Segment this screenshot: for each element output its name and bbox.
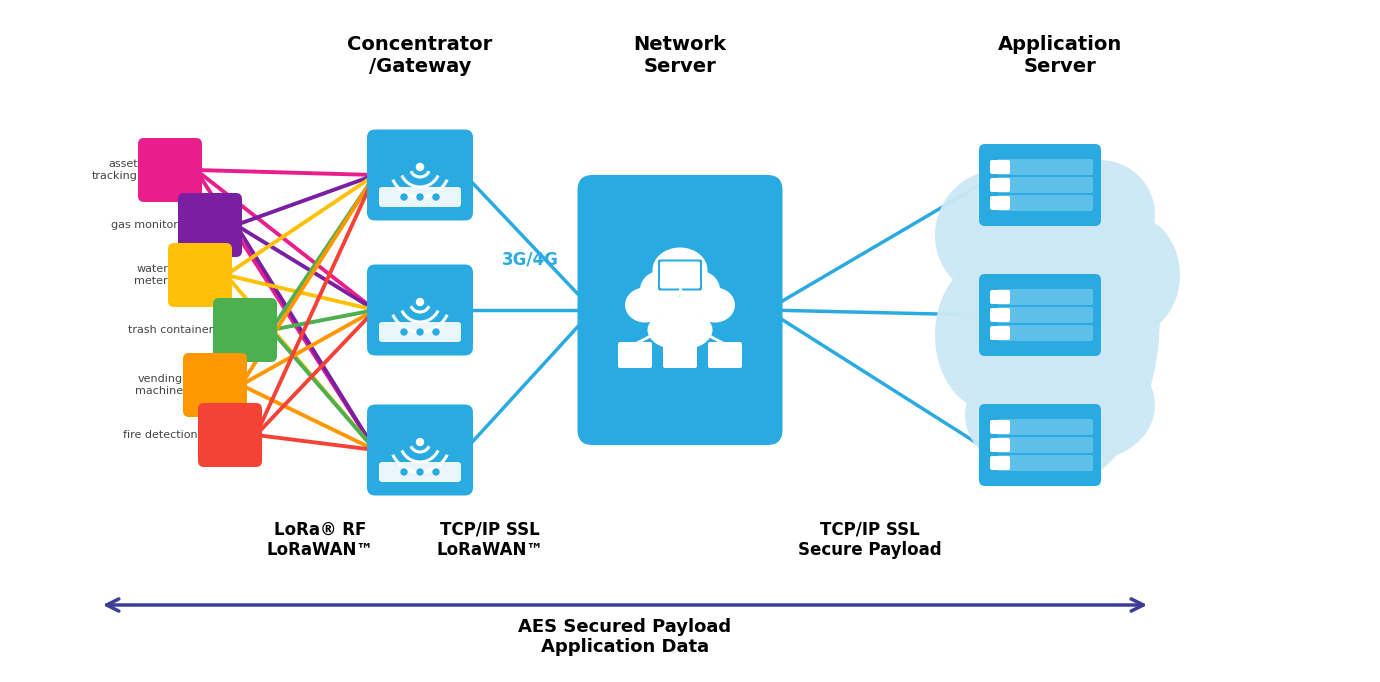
FancyBboxPatch shape: [662, 342, 697, 368]
FancyBboxPatch shape: [989, 438, 1010, 452]
Ellipse shape: [936, 260, 1045, 410]
Circle shape: [402, 194, 407, 200]
Text: Network
Server: Network Server: [633, 35, 726, 76]
FancyBboxPatch shape: [996, 159, 1093, 175]
Circle shape: [417, 469, 424, 475]
FancyBboxPatch shape: [577, 175, 782, 445]
FancyBboxPatch shape: [367, 404, 473, 496]
Ellipse shape: [1025, 350, 1155, 460]
Circle shape: [417, 439, 424, 445]
FancyBboxPatch shape: [662, 297, 697, 323]
Ellipse shape: [960, 145, 1161, 485]
Text: TCP/IP SSL
LoRaWAN™: TCP/IP SSL LoRaWAN™: [436, 520, 544, 559]
Ellipse shape: [647, 310, 712, 350]
Text: LoRa® RF
LoRaWAN™: LoRa® RF LoRaWAN™: [266, 520, 374, 559]
Text: fire detection: fire detection: [123, 430, 197, 440]
FancyBboxPatch shape: [178, 193, 242, 257]
Ellipse shape: [696, 288, 736, 323]
FancyBboxPatch shape: [978, 404, 1101, 486]
Ellipse shape: [936, 170, 1065, 300]
Text: Concentrator
/Gateway: Concentrator /Gateway: [348, 35, 493, 76]
FancyBboxPatch shape: [660, 261, 700, 288]
Circle shape: [402, 469, 407, 475]
Ellipse shape: [653, 248, 708, 293]
FancyBboxPatch shape: [989, 420, 1010, 434]
Circle shape: [417, 194, 424, 200]
FancyBboxPatch shape: [996, 419, 1093, 435]
FancyBboxPatch shape: [996, 195, 1093, 211]
Text: gas monitor: gas monitor: [112, 220, 178, 230]
FancyBboxPatch shape: [996, 289, 1093, 305]
FancyBboxPatch shape: [380, 462, 461, 482]
FancyBboxPatch shape: [367, 130, 473, 220]
FancyBboxPatch shape: [989, 196, 1010, 210]
Circle shape: [417, 299, 424, 306]
Ellipse shape: [1081, 215, 1180, 335]
Ellipse shape: [625, 288, 665, 323]
Circle shape: [433, 329, 439, 335]
FancyBboxPatch shape: [197, 403, 262, 467]
FancyBboxPatch shape: [989, 308, 1010, 322]
Text: Application
Server: Application Server: [998, 35, 1122, 76]
FancyBboxPatch shape: [367, 265, 473, 355]
Text: vending
machine: vending machine: [135, 374, 184, 396]
FancyBboxPatch shape: [996, 307, 1093, 323]
FancyBboxPatch shape: [996, 437, 1093, 453]
FancyBboxPatch shape: [978, 274, 1101, 356]
Ellipse shape: [965, 360, 1094, 470]
Ellipse shape: [680, 271, 720, 309]
FancyBboxPatch shape: [658, 259, 702, 291]
Ellipse shape: [640, 271, 680, 309]
Circle shape: [417, 329, 424, 335]
FancyBboxPatch shape: [989, 160, 1010, 174]
Circle shape: [433, 469, 439, 475]
FancyBboxPatch shape: [380, 187, 461, 207]
Text: trash container: trash container: [128, 325, 213, 335]
FancyBboxPatch shape: [989, 290, 1010, 304]
Circle shape: [417, 164, 424, 170]
Text: AES Secured Payload
Application Data: AES Secured Payload Application Data: [519, 618, 731, 656]
FancyBboxPatch shape: [708, 342, 742, 368]
Circle shape: [402, 329, 407, 335]
FancyBboxPatch shape: [996, 455, 1093, 471]
Ellipse shape: [1045, 160, 1155, 270]
Circle shape: [433, 194, 439, 200]
Text: asset
tracking: asset tracking: [92, 159, 138, 181]
FancyBboxPatch shape: [168, 243, 232, 307]
FancyBboxPatch shape: [989, 326, 1010, 340]
FancyBboxPatch shape: [380, 322, 461, 342]
FancyBboxPatch shape: [213, 298, 277, 362]
FancyBboxPatch shape: [996, 325, 1093, 341]
Text: water
meter: water meter: [134, 264, 168, 286]
Text: 3G/4G: 3G/4G: [501, 251, 559, 269]
FancyBboxPatch shape: [618, 342, 651, 368]
FancyBboxPatch shape: [978, 144, 1101, 226]
FancyBboxPatch shape: [184, 353, 247, 417]
FancyBboxPatch shape: [989, 178, 1010, 192]
FancyBboxPatch shape: [996, 177, 1093, 193]
FancyBboxPatch shape: [138, 138, 201, 202]
Text: TCP/IP SSL
Secure Payload: TCP/IP SSL Secure Payload: [798, 520, 941, 559]
FancyBboxPatch shape: [989, 456, 1010, 470]
